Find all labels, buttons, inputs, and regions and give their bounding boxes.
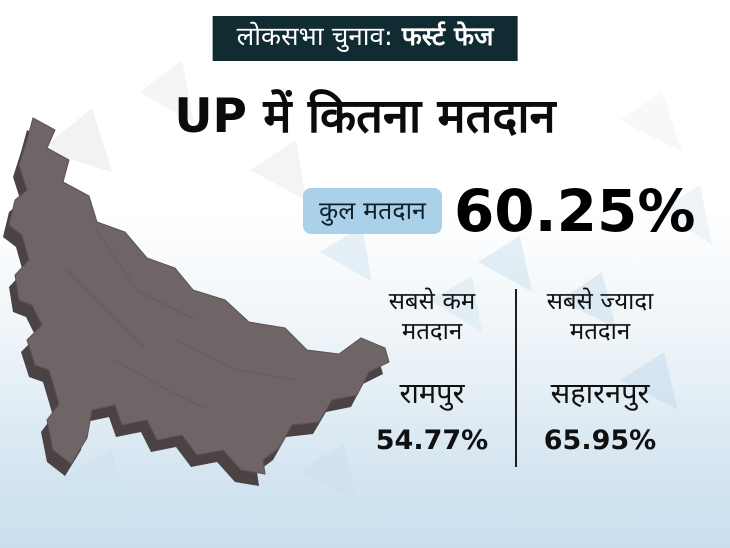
highest-turnout-value: 65.95% [543,425,657,456]
map-district-lines [64,227,298,409]
highest-turnout-label-line1: सबसे ज्यादा [546,287,654,315]
highest-turnout-label-line2: मतदान [569,317,631,345]
total-turnout-value: 60.25% [453,177,696,245]
lowest-turnout-label: सबसे कम मतदान [356,286,508,346]
highest-turnout-column: सबसे ज्यादा मतदान सहारनपुर 65.95% [524,286,676,456]
lowest-turnout-column: सबसे कम मतदान रामपुर 54.77% [356,286,508,456]
page-title: UP में कितना मतदान [174,89,556,144]
column-divider [515,289,517,467]
lowest-turnout-label-line2: मतदान [401,317,463,345]
highest-turnout-label: सबसे ज्यादा मतदान [524,286,676,346]
total-turnout-badge: कुल मतदान [303,188,442,234]
map-surface [8,117,390,475]
uttar-pradesh-map [3,117,390,486]
lowest-turnout-value: 54.77% [375,425,489,456]
banner-prefix-text: लोकसभा चुनाव: [236,22,393,52]
top-banner: लोकसभा चुनाव: फर्स्ट फेज [212,16,518,62]
highest-turnout-region: सहारनपुर [550,376,650,410]
banner-phase-text: फर्स्ट फेज [401,22,494,52]
lowest-turnout-region: रामपुर [399,376,465,410]
lowest-turnout-label-line1: सबसे कम [388,287,476,315]
total-turnout-row: कुल मतदान 60.25% [303,182,696,240]
